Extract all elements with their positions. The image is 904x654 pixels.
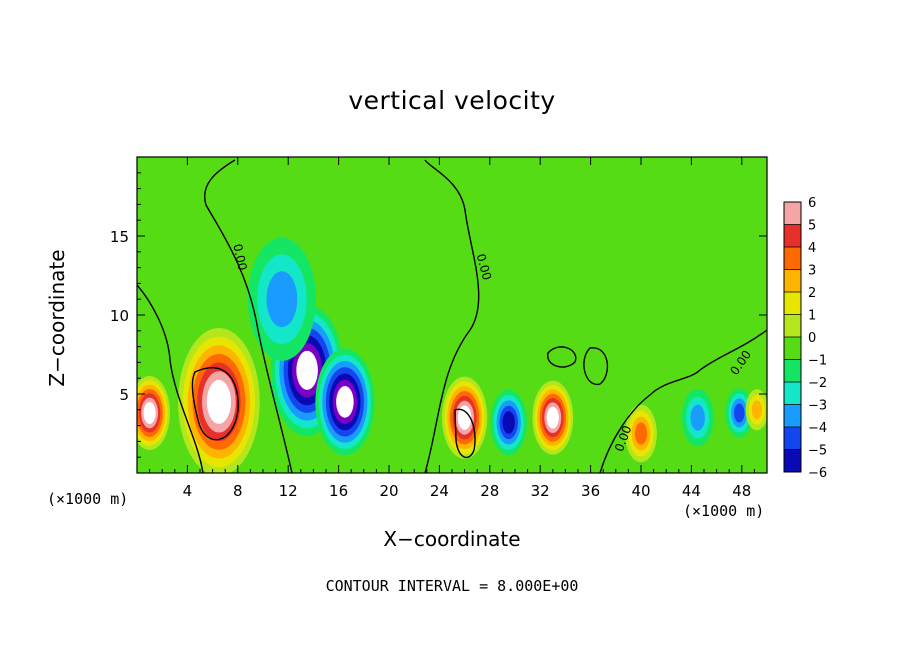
contour-line [424, 159, 480, 473]
y-axis-label: Z−coordinate [45, 249, 69, 387]
velocity-cell [490, 389, 527, 456]
x-tick-label: 48 [732, 482, 751, 500]
colorbar-swatch [784, 202, 801, 225]
colorbar-swatch [784, 247, 801, 270]
colorbar-tick-label: −4 [808, 421, 827, 436]
x-tick-label: 16 [329, 482, 348, 500]
x-tick-label: 44 [682, 482, 701, 500]
cell-band [143, 401, 156, 424]
x-tick-label: 20 [379, 482, 398, 500]
contour-label: 0.00 [474, 252, 494, 281]
y-tick-label: 5 [119, 386, 129, 404]
colorbar-swatch [784, 449, 801, 473]
colorbar-swatch [784, 337, 801, 360]
contour-line [204, 159, 293, 473]
colorbar-swatch [784, 404, 801, 428]
velocity-cell [137, 375, 171, 450]
x-tick-label: 4 [183, 482, 193, 500]
x-unit-label-left: (×1000 m) [47, 490, 129, 508]
velocity-cell [745, 389, 767, 431]
colorbar-tick-label: −1 [808, 354, 827, 369]
cell-band [634, 422, 648, 445]
velocity-cell [625, 404, 657, 463]
chart-title: vertical velocity [348, 86, 556, 115]
velocity-cell [315, 348, 375, 456]
velocity-cells [137, 237, 767, 473]
zero-contours [137, 159, 767, 473]
y-tick-label: 15 [110, 228, 129, 246]
cell-band [206, 379, 232, 424]
colorbar-tick-label: 6 [808, 196, 816, 211]
colorbar-swatch [784, 359, 801, 383]
contour-line [599, 329, 767, 473]
cell-band [546, 406, 559, 429]
cell-band [734, 403, 745, 423]
colorbar-tick-label: −2 [808, 376, 827, 391]
colorbar-tick-label: 5 [808, 219, 816, 234]
velocity-cell [441, 376, 488, 459]
colorbar-swatch [784, 224, 801, 248]
colorbar: 6 5 4 3 2 1 0 −1 −2 −3 −4 −5 −6 [783, 196, 827, 481]
colorbar-tick-label: −3 [808, 399, 827, 414]
colorbar-tick-label: −6 [808, 466, 827, 481]
cell-band [690, 404, 705, 431]
velocity-cell [725, 388, 753, 438]
colorbar-swatch [784, 269, 801, 293]
x-tick-label: 32 [531, 482, 550, 500]
cell-band [266, 271, 298, 328]
x-axis-label: X−coordinate [383, 527, 521, 551]
y-tick-label: 10 [110, 307, 129, 325]
colorbar-swatch [784, 382, 801, 405]
velocity-cell [247, 237, 316, 361]
colorbar-tick-label: −5 [808, 444, 827, 459]
cell-band [502, 411, 515, 434]
cell-band [751, 400, 763, 420]
colorbar-tick-label: 3 [808, 264, 816, 279]
velocity-cell [178, 327, 260, 473]
colorbar-tick-label: 1 [808, 309, 816, 324]
x-tick-label: 40 [631, 482, 650, 500]
contour-interval-note: CONTOUR INTERVAL = 8.000E+00 [325, 577, 579, 595]
contour-line [454, 408, 476, 459]
velocity-cell [532, 380, 574, 455]
colorbar-tick-label: 4 [808, 241, 816, 256]
colorbar-tick-label: 0 [808, 331, 816, 346]
x-tick-label: 24 [430, 482, 449, 500]
colorbar-swatch [784, 427, 801, 450]
colorbar-tick-label: 2 [808, 286, 816, 301]
contour-line [191, 366, 239, 441]
colorbar-swatch [784, 292, 801, 315]
cell-band [457, 405, 472, 430]
x-tick-label: 8 [233, 482, 243, 500]
contour-line [583, 347, 609, 385]
x-tick-label: 36 [581, 482, 600, 500]
cell-band [296, 350, 318, 390]
x-tick-label: 28 [480, 482, 499, 500]
x-unit-label-right: (×1000 m) [683, 502, 765, 520]
contour-label: 0.00 [230, 243, 249, 272]
cell-band [336, 386, 354, 418]
colorbar-swatch [784, 314, 801, 338]
contour-line [137, 284, 204, 473]
contour-line [547, 346, 577, 368]
x-tick-label: 12 [279, 482, 298, 500]
velocity-cell [681, 388, 714, 447]
